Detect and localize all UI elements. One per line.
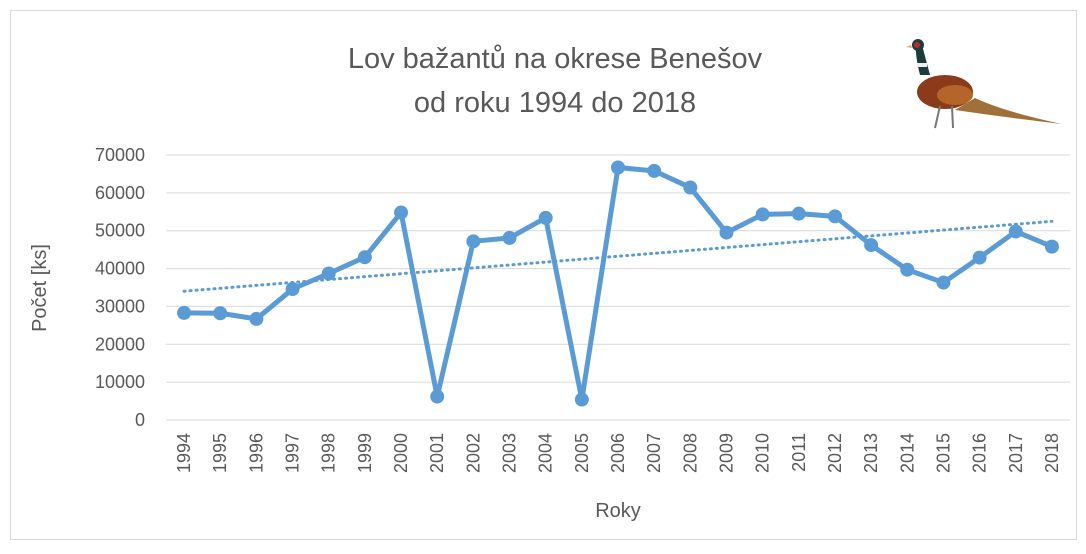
data-point: [647, 164, 661, 178]
y-tick-label: 30000: [95, 296, 145, 316]
data-point: [322, 266, 336, 280]
x-tick-label: 1994: [174, 433, 194, 473]
data-point: [503, 231, 517, 245]
x-tick-label: 2016: [970, 433, 990, 473]
y-axis-label: Počet [ks]: [29, 244, 51, 332]
x-tick-label: 1997: [283, 433, 303, 473]
data-point: [539, 211, 553, 225]
x-tick-label: 2013: [861, 433, 881, 473]
data-point: [828, 209, 842, 223]
y-tick-label: 50000: [95, 221, 145, 241]
chart-title: od roku 1994 do 2018: [414, 87, 696, 119]
data-point: [792, 207, 806, 221]
y-tick-label: 70000: [95, 145, 145, 165]
x-tick-label: 1995: [210, 433, 230, 473]
chart-title: Lov bažantů na okrese Benešov: [348, 43, 763, 75]
data-point: [394, 206, 408, 220]
data-point: [249, 312, 263, 326]
x-tick-label: 2001: [427, 433, 447, 473]
data-point: [358, 250, 372, 264]
data-point: [936, 276, 950, 290]
data-point: [611, 160, 625, 174]
data-point: [973, 251, 987, 265]
x-tick-label: 1999: [355, 433, 375, 473]
y-tick-label: 40000: [95, 259, 145, 279]
chart: Lov bažantů na okrese Benešov od roku 19…: [0, 0, 1086, 549]
x-tick-label: 2018: [1042, 433, 1062, 473]
x-tick-label: 1996: [246, 433, 266, 473]
x-tick-label: 1998: [319, 433, 339, 473]
data-point: [213, 306, 227, 320]
x-tick-label: 2014: [897, 433, 917, 473]
x-tick-label: 2008: [680, 433, 700, 473]
data-point: [756, 207, 770, 221]
data-point: [1045, 240, 1059, 254]
data-point: [864, 238, 878, 252]
x-tick-label: 2000: [391, 433, 411, 473]
x-tick-label: 2011: [789, 433, 809, 472]
y-tick-label: 20000: [95, 334, 145, 354]
data-point: [286, 282, 300, 296]
x-tick-label: 2005: [572, 433, 592, 473]
x-tick-label: 2004: [536, 433, 556, 473]
data-point: [177, 306, 191, 320]
data-point: [683, 181, 697, 195]
y-tick-label: 0: [135, 410, 145, 430]
y-tick-label: 10000: [95, 372, 145, 392]
x-tick-label: 2017: [1006, 433, 1026, 473]
y-tick-label: 60000: [95, 183, 145, 203]
x-tick-label: 2007: [644, 433, 664, 473]
data-point: [900, 263, 914, 277]
x-tick-label: 2012: [825, 433, 845, 473]
x-axis-label: Roky: [595, 500, 641, 522]
data-point: [1009, 224, 1023, 238]
x-tick-label: 2009: [716, 433, 736, 473]
x-tick-label: 2015: [933, 433, 953, 473]
data-point: [575, 393, 589, 407]
data-point: [466, 234, 480, 248]
x-tick-label: 2002: [463, 433, 483, 473]
x-tick-label: 2003: [500, 433, 520, 473]
data-point: [719, 226, 733, 240]
x-tick-label: 2006: [608, 433, 628, 473]
data-point: [430, 390, 444, 404]
x-tick-label: 2010: [753, 433, 773, 473]
